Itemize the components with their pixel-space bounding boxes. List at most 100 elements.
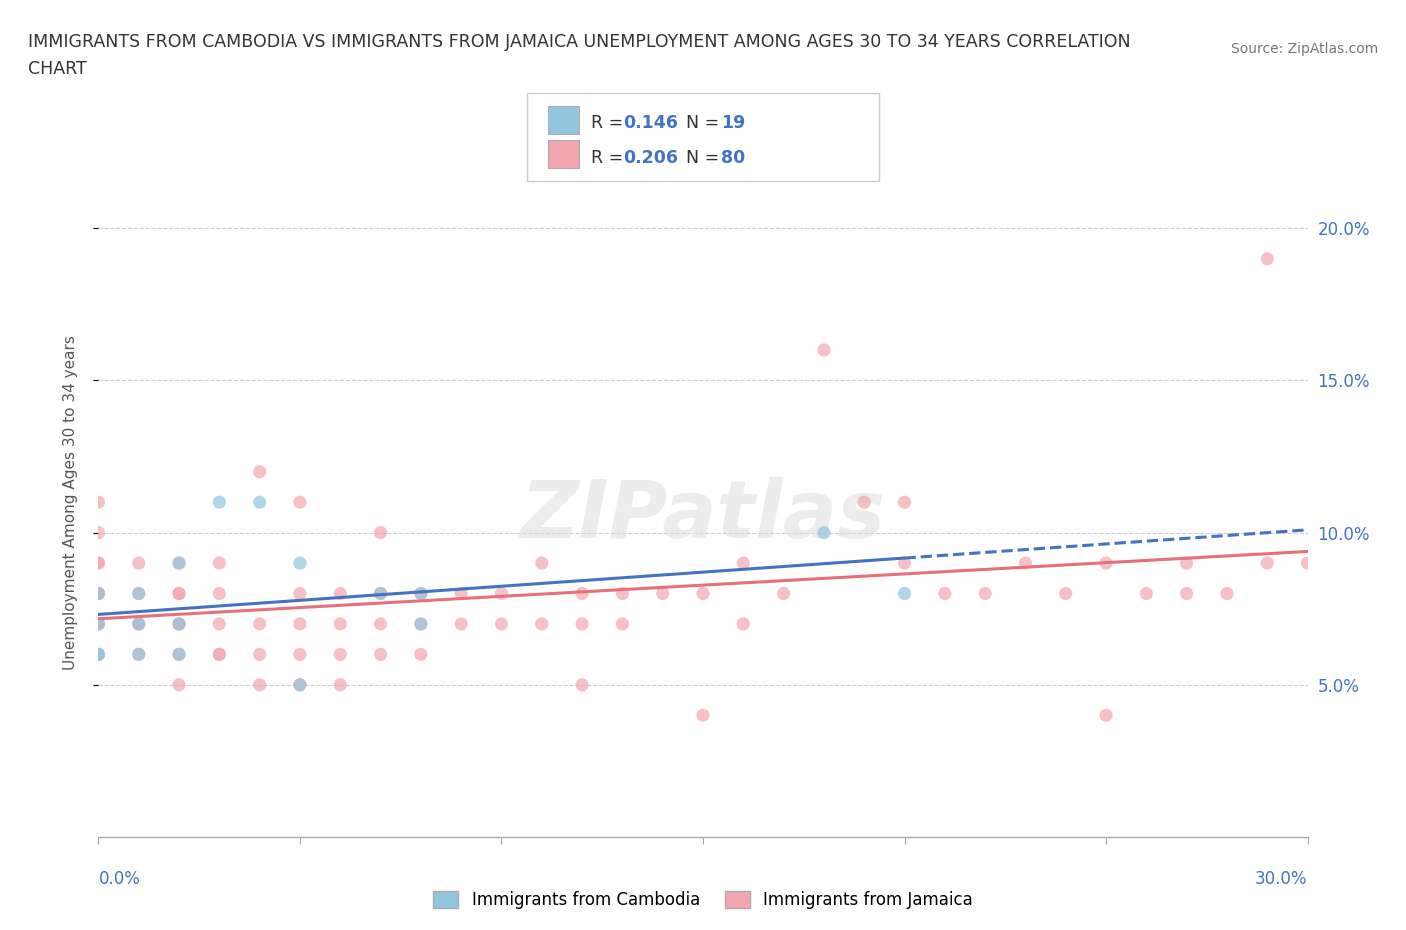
Point: [167, 617, 190, 631]
Point: [87, 555, 110, 570]
Point: [1054, 586, 1077, 601]
Point: [853, 495, 876, 510]
Point: [249, 677, 271, 692]
Point: [87, 586, 110, 601]
Text: 30.0%: 30.0%: [1256, 870, 1308, 887]
Point: [249, 464, 271, 479]
Point: [1135, 586, 1157, 601]
Point: [1256, 555, 1278, 570]
Point: [208, 555, 231, 570]
Point: [288, 586, 311, 601]
Point: [208, 495, 231, 510]
Point: [128, 555, 150, 570]
Text: 80: 80: [721, 149, 745, 166]
Point: [612, 586, 634, 601]
Point: [409, 586, 432, 601]
Point: [128, 617, 150, 631]
Point: [733, 617, 755, 631]
Point: [733, 555, 755, 570]
Point: [893, 586, 915, 601]
Point: [370, 586, 392, 601]
Point: [1175, 555, 1198, 570]
Text: Source: ZipAtlas.com: Source: ZipAtlas.com: [1230, 42, 1378, 56]
Text: 0.146: 0.146: [623, 114, 678, 132]
Point: [409, 617, 432, 631]
Text: CHART: CHART: [28, 60, 87, 78]
Point: [249, 647, 271, 662]
Text: R =: R =: [591, 149, 628, 166]
Point: [974, 586, 997, 601]
Point: [1256, 251, 1278, 266]
Point: [1216, 586, 1239, 601]
Point: [167, 555, 190, 570]
Point: [87, 617, 110, 631]
Point: [893, 495, 915, 510]
Point: [571, 617, 593, 631]
Point: [409, 617, 432, 631]
Point: [813, 525, 835, 540]
Point: [491, 586, 513, 601]
Point: [87, 555, 110, 570]
Text: IMMIGRANTS FROM CAMBODIA VS IMMIGRANTS FROM JAMAICA UNEMPLOYMENT AMONG AGES 30 T: IMMIGRANTS FROM CAMBODIA VS IMMIGRANTS F…: [28, 33, 1130, 50]
Point: [128, 586, 150, 601]
Point: [1175, 586, 1198, 601]
Point: [370, 617, 392, 631]
Point: [167, 617, 190, 631]
Text: R =: R =: [591, 114, 628, 132]
Point: [87, 647, 110, 662]
Point: [329, 586, 352, 601]
Point: [167, 555, 190, 570]
Point: [612, 617, 634, 631]
Point: [813, 342, 835, 357]
Point: [288, 677, 311, 692]
Point: [87, 495, 110, 510]
Point: [167, 617, 190, 631]
Point: [249, 495, 271, 510]
Point: [450, 617, 472, 631]
Point: [167, 647, 190, 662]
Text: 19: 19: [721, 114, 745, 132]
Point: [288, 555, 311, 570]
Point: [1095, 555, 1118, 570]
Point: [87, 586, 110, 601]
Point: [288, 677, 311, 692]
Point: [87, 647, 110, 662]
Point: [893, 555, 915, 570]
Point: [167, 586, 190, 601]
Point: [329, 677, 352, 692]
Point: [409, 586, 432, 601]
Point: [450, 586, 472, 601]
Text: ZIPatlas: ZIPatlas: [520, 476, 886, 554]
Point: [571, 677, 593, 692]
Point: [87, 617, 110, 631]
Point: [208, 617, 231, 631]
Text: 0.0%: 0.0%: [98, 870, 141, 887]
Y-axis label: Unemployment Among Ages 30 to 34 years: Unemployment Among Ages 30 to 34 years: [63, 335, 77, 670]
Point: [208, 647, 231, 662]
Point: [249, 617, 271, 631]
Text: 0.206: 0.206: [623, 149, 678, 166]
Point: [329, 647, 352, 662]
Point: [208, 647, 231, 662]
Point: [87, 617, 110, 631]
Point: [370, 586, 392, 601]
Legend: Immigrants from Cambodia, Immigrants from Jamaica: Immigrants from Cambodia, Immigrants fro…: [426, 884, 980, 916]
Point: [491, 617, 513, 631]
Point: [128, 647, 150, 662]
Point: [651, 586, 673, 601]
Text: N =: N =: [675, 149, 724, 166]
Point: [87, 647, 110, 662]
Point: [1095, 708, 1118, 723]
Point: [128, 617, 150, 631]
Point: [934, 586, 956, 601]
Point: [1296, 555, 1319, 570]
Point: [370, 525, 392, 540]
Point: [772, 586, 794, 601]
Point: [329, 617, 352, 631]
Point: [692, 586, 714, 601]
Point: [128, 647, 150, 662]
Point: [288, 617, 311, 631]
Point: [167, 677, 190, 692]
Point: [288, 647, 311, 662]
Point: [167, 647, 190, 662]
